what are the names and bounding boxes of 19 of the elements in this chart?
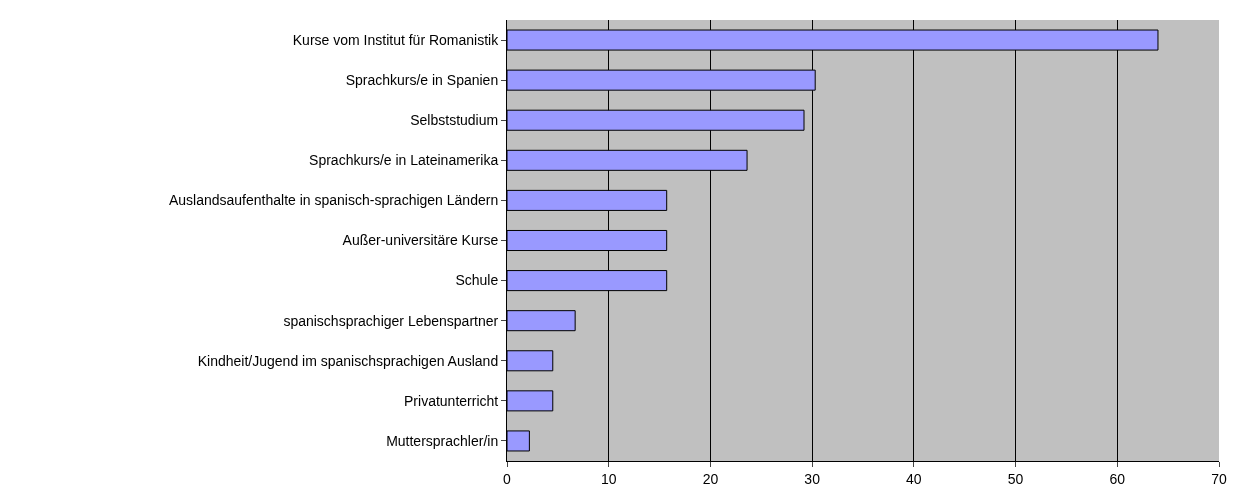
y-tick-label: Selbststudium — [410, 112, 499, 129]
y-tick-label: Außer-universitäre Kurse — [342, 232, 499, 249]
y-tick-label: Kurse vom Institut für Romanistik — [292, 31, 500, 48]
y-tick-label: Muttersprachler/in — [386, 432, 499, 449]
y-tick-label: Sprachkurs/e in Lateinamerika — [309, 152, 499, 169]
y-tick-label: Auslandsaufenthalte in spanisch-sprachigen Ländern — [168, 192, 499, 209]
x-tick-label: 40 — [906, 470, 922, 487]
y-tick-label: Sprachkurs/e in Spanien — [345, 72, 499, 89]
y-tick-label: Kindheit/Jugend im spanischsprachigen Ausland — [197, 352, 499, 369]
y-tick-label: Schule — [455, 272, 499, 289]
x-tick-label: 20 — [702, 470, 719, 487]
x-tick-label: 0 — [503, 470, 512, 487]
x-tick-label: 70 — [1211, 470, 1227, 487]
x-tick-label: 10 — [600, 470, 617, 487]
y-tick-label: spanischsprachiger Lebenspartner — [283, 312, 499, 329]
y-tick-label: Privatunterricht — [404, 392, 499, 409]
x-tick-label: 50 — [1007, 470, 1024, 487]
x-tick-label: 30 — [804, 470, 821, 487]
x-tick-label: 60 — [1109, 470, 1126, 487]
